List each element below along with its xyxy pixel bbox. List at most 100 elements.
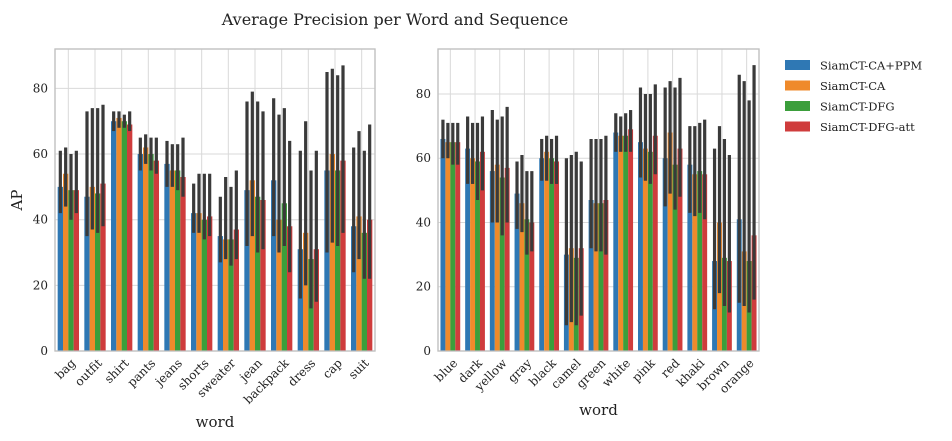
bar-shorts-SiamCT-CA+PPM [191, 213, 197, 351]
bar-shorts-SiamCT-DFG [201, 219, 207, 351]
y-tick-label: 60 [416, 151, 431, 165]
bar-shirt-SiamCT-DFG [121, 121, 127, 351]
y-tick-label: 80 [416, 87, 431, 101]
bar-jean-SiamCT-CA [249, 180, 255, 351]
bar-blue-SiamCT-CA+PPM [440, 138, 446, 351]
legend: SiamCT-CA+PPM SiamCT-CA SiamCT-DFG SiamCT-D… [785, 59, 922, 134]
bar-jean-SiamCT-CA+PPM [244, 190, 250, 351]
bar-green-SiamCT-DFG-att [603, 200, 609, 351]
bar-blue-SiamCT-CA [445, 142, 451, 351]
y-tick-label: 80 [33, 81, 48, 95]
bar-dark-SiamCT-CA+PPM [465, 148, 471, 351]
y-tick-label: 40 [33, 213, 48, 227]
bar-cap-SiamCT-DFG-att [340, 160, 346, 351]
x-tick-label: blue [432, 356, 461, 385]
bar-dress-SiamCT-CA [303, 232, 309, 351]
plot-frame [54, 48, 376, 352]
bar-black-SiamCT-CA [544, 151, 550, 351]
bar-yellow-SiamCT-CA+PPM [489, 171, 495, 351]
bar-backpack-SiamCT-DFG [281, 203, 287, 351]
bar-yellow-SiamCT-CA [494, 164, 500, 351]
bar-backpack-SiamCT-CA [276, 219, 282, 351]
x-axis-label: word [196, 413, 235, 431]
bar-yellow-SiamCT-DFG [499, 177, 505, 351]
bar-jeans-SiamCT-DFG-att [180, 177, 186, 351]
bar-backpack-SiamCT-DFG-att [287, 226, 293, 351]
bar-white-SiamCT-DFG [623, 135, 629, 351]
bar-white-SiamCT-DFG-att [628, 129, 634, 351]
x-tick-label: pink [629, 356, 658, 385]
bar-gray-SiamCT-DFG-att [529, 222, 535, 351]
bar-pink-SiamCT-DFG [647, 151, 653, 351]
bar-dress-SiamCT-CA+PPM [297, 249, 303, 351]
bar-red-SiamCT-DFG [672, 164, 678, 351]
bar-red-SiamCT-CA+PPM [662, 158, 668, 351]
bar-khaki-SiamCT-DFG-att [702, 174, 708, 351]
x-tick-label: suit [346, 356, 372, 382]
x-axis-label: word [579, 401, 618, 419]
bar-outfit-SiamCT-DFG-att [100, 183, 106, 351]
bar-gray-SiamCT-DFG [524, 219, 530, 351]
bar-pink-SiamCT-DFG-att [652, 135, 658, 351]
bar-white-SiamCT-CA+PPM [613, 132, 619, 351]
bar-cap-SiamCT-CA+PPM [324, 170, 330, 351]
bar-green-SiamCT-CA [593, 203, 599, 351]
bar-suit-SiamCT-DFG-att [367, 219, 373, 351]
bar-yellow-SiamCT-DFG-att [504, 167, 510, 351]
legend-entry-label: SiamCT-DFG [820, 100, 895, 114]
bar-pink-SiamCT-CA+PPM [638, 142, 643, 351]
y-tick-label: 20 [33, 278, 48, 292]
bar-sweater-SiamCT-CA+PPM [217, 236, 223, 351]
bar-shirt-SiamCT-CA+PPM [111, 121, 117, 351]
legend-swatch [785, 80, 810, 91]
bar-pants-SiamCT-CA [143, 147, 149, 351]
bar-bag-SiamCT-DFG [68, 190, 74, 351]
legend-entry-label: SiamCT-CA+PPM [820, 59, 922, 73]
bar-khaki-SiamCT-CA [692, 174, 698, 351]
bar-sweater-SiamCT-CA [223, 239, 229, 351]
bar-cap-SiamCT-CA [329, 154, 335, 351]
bar-suit-SiamCT-CA+PPM [351, 226, 357, 351]
bar-khaki-SiamCT-DFG [697, 171, 703, 351]
bar-jean-SiamCT-DFG-att [260, 200, 266, 351]
bar-pants-SiamCT-DFG [148, 154, 154, 351]
x-tick-label: pants [125, 356, 159, 390]
bar-blue-SiamCT-DFG-att [455, 142, 461, 351]
bar-pants-SiamCT-DFG-att [153, 160, 159, 351]
bar-black-SiamCT-CA+PPM [539, 158, 545, 351]
y-tick-label: 60 [33, 147, 48, 161]
bar-gray-SiamCT-CA+PPM [514, 193, 520, 351]
bar-jeans-SiamCT-CA [169, 170, 175, 351]
bar-dark-SiamCT-DFG-att [479, 151, 485, 351]
bar-green-SiamCT-DFG [598, 203, 604, 351]
bar-sweater-SiamCT-DFG-att [233, 229, 239, 351]
bar-backpack-SiamCT-CA+PPM [271, 180, 277, 351]
x-tick-label: cap [320, 356, 345, 381]
bar-jeans-SiamCT-CA+PPM [164, 163, 170, 351]
bar-shorts-SiamCT-CA [196, 213, 202, 351]
x-tick-label: dress [285, 356, 318, 389]
bar-outfit-SiamCT-CA+PPM [84, 196, 90, 351]
bar-suit-SiamCT-CA [356, 216, 362, 351]
chart-by-color-word: 020406080bluedarkyellowgrayblackcamelgre… [416, 48, 760, 419]
bar-red-SiamCT-CA [667, 132, 673, 351]
bar-dark-SiamCT-CA [470, 158, 476, 351]
y-tick-label: 0 [423, 344, 431, 358]
bar-pants-SiamCT-CA+PPM [137, 154, 143, 351]
bar-shirt-SiamCT-CA [116, 117, 122, 351]
bar-dark-SiamCT-DFG [475, 161, 480, 351]
bar-khaki-SiamCT-CA+PPM [687, 164, 693, 351]
legend-entry-label: SiamCT-CA [820, 79, 886, 93]
plot-area [54, 48, 376, 352]
y-axis-label: AP [8, 190, 26, 212]
bar-black-SiamCT-DFG [549, 158, 555, 351]
bar-jeans-SiamCT-DFG [175, 170, 181, 351]
bar-bag-SiamCT-CA [63, 173, 69, 351]
y-tick-label: 40 [416, 215, 431, 229]
bar-pink-SiamCT-CA [642, 148, 648, 351]
legend-swatch [785, 101, 810, 111]
bar-cap-SiamCT-DFG [335, 170, 341, 351]
bar-outfit-SiamCT-CA [89, 186, 95, 351]
y-tick-label: 0 [40, 344, 48, 358]
bar-sweater-SiamCT-DFG [228, 239, 234, 351]
